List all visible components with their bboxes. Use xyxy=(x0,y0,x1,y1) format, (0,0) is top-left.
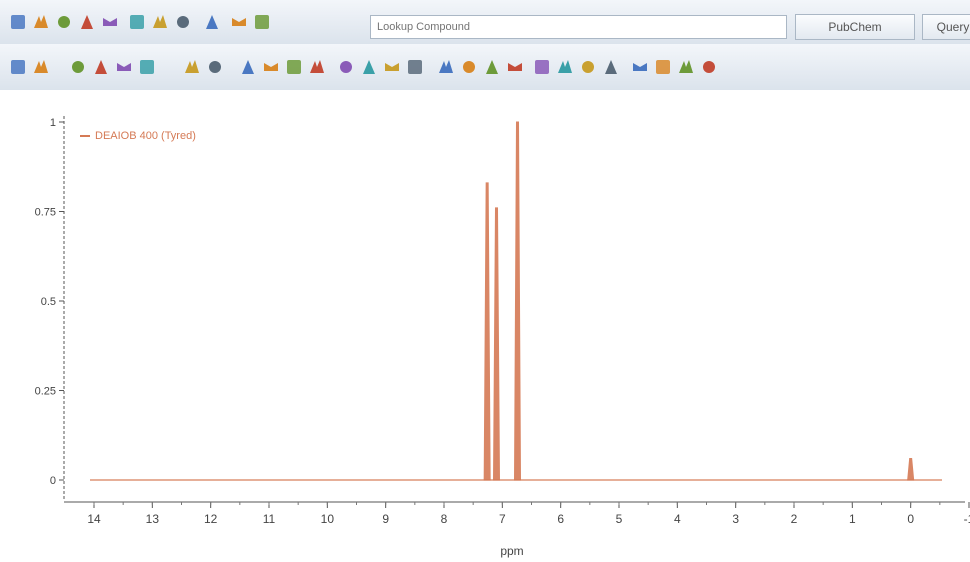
legend-icon[interactable] xyxy=(436,57,456,77)
phase-icon[interactable] xyxy=(307,57,327,77)
zoom-out-icon[interactable] xyxy=(459,57,479,77)
compound-lookup-box[interactable] xyxy=(370,15,788,39)
open-folder-icon[interactable] xyxy=(31,12,51,32)
tool-e-icon[interactable] xyxy=(653,57,673,77)
peak-down-icon[interactable] xyxy=(505,57,525,77)
person-icon[interactable] xyxy=(137,57,157,77)
peak-pick-icon[interactable] xyxy=(205,57,225,77)
pubchem-button[interactable]: PubChem xyxy=(795,14,915,40)
tool-b-icon[interactable] xyxy=(578,57,598,77)
tool-a-icon[interactable] xyxy=(555,57,575,77)
x-tick-label: 12 xyxy=(204,512,218,526)
x-axis-label: ppm xyxy=(500,544,523,558)
paste-icon[interactable] xyxy=(150,12,170,32)
x-tick-label: 3 xyxy=(732,512,739,526)
label-icon[interactable] xyxy=(114,57,134,77)
molecule-icon[interactable] xyxy=(252,12,272,32)
spectrum-peak xyxy=(907,458,915,481)
x-tick-label: 13 xyxy=(146,512,160,526)
tool-c-icon[interactable] xyxy=(601,57,621,77)
spectrum-toolbar xyxy=(0,44,970,91)
print-icon[interactable] xyxy=(54,12,74,32)
close-icon[interactable] xyxy=(699,57,719,77)
x-tick-label: 6 xyxy=(557,512,564,526)
y-tick-label: 1 xyxy=(50,117,56,129)
compound-lookup-input[interactable] xyxy=(371,16,788,38)
y-tick-label: 0.75 xyxy=(35,207,56,219)
copy-icon[interactable] xyxy=(127,12,147,32)
x-tick-label: 0 xyxy=(907,512,914,526)
spectrum-peak xyxy=(483,182,491,481)
spectrum-view-icon[interactable] xyxy=(336,57,356,77)
settings-icon[interactable] xyxy=(676,57,696,77)
x-tick-label: 14 xyxy=(87,512,101,526)
spectrum-icon[interactable] xyxy=(284,57,304,77)
print-preview-icon[interactable] xyxy=(77,12,97,32)
overlay-icon[interactable] xyxy=(382,57,402,77)
x-tick-label: 11 xyxy=(263,512,276,526)
legend-swatch xyxy=(80,135,90,137)
peak-up-icon[interactable] xyxy=(482,57,502,77)
spectrum-peak xyxy=(513,121,522,481)
crosshair-icon[interactable] xyxy=(31,57,51,77)
x-tick-label: 4 xyxy=(674,512,681,526)
x-tick-label: -1 xyxy=(964,512,970,526)
main-toolbar: PubChem Query xyxy=(0,0,970,45)
x-tick-label: 1 xyxy=(849,512,856,526)
tool-d-icon[interactable] xyxy=(630,57,650,77)
color-map-icon[interactable] xyxy=(405,57,425,77)
shift-icon[interactable] xyxy=(238,57,258,77)
text-icon[interactable] xyxy=(202,12,222,32)
x-tick-label: 10 xyxy=(321,512,335,526)
beaker-icon[interactable] xyxy=(91,57,111,77)
integrate-icon[interactable] xyxy=(182,57,202,77)
spectrum-peak xyxy=(492,207,501,481)
legend-label: DEAIOB 400 (Tyred) xyxy=(95,130,196,142)
stacked-icon[interactable] xyxy=(359,57,379,77)
multiplet-icon[interactable] xyxy=(261,57,281,77)
query-button[interactable]: Query xyxy=(922,14,970,40)
y-tick-label: 0.25 xyxy=(35,386,56,398)
select-arrow-icon[interactable] xyxy=(8,57,28,77)
legend: DEAIOB 400 (Tyred) xyxy=(80,130,196,142)
zoom-icon[interactable] xyxy=(100,12,120,32)
duplicate-icon[interactable] xyxy=(173,12,193,32)
grid-icon[interactable] xyxy=(229,12,249,32)
y-tick-label: 0 xyxy=(50,475,56,487)
flask-icon[interactable] xyxy=(68,57,88,77)
x-tick-label: 8 xyxy=(441,512,448,526)
x-tick-label: 7 xyxy=(499,512,506,526)
x-tick-label: 5 xyxy=(616,512,623,526)
baseline-icon[interactable] xyxy=(532,57,552,77)
new-file-icon[interactable] xyxy=(8,12,28,32)
x-tick-label: 2 xyxy=(791,512,798,526)
y-tick-label: 0.5 xyxy=(41,296,56,308)
x-tick-label: 9 xyxy=(382,512,389,526)
